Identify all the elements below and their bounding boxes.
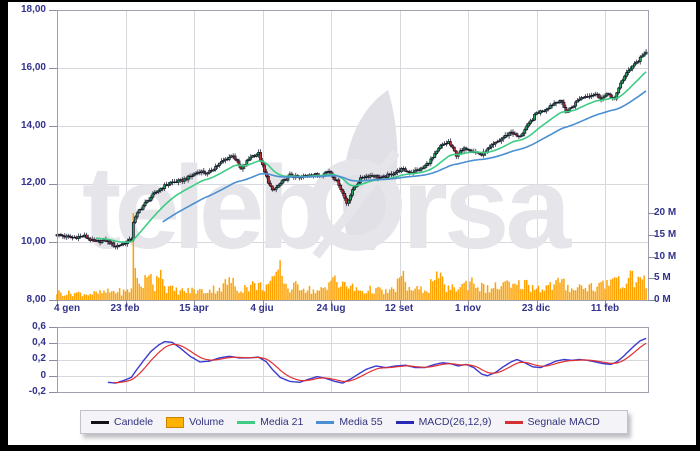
date-axis-label: 1 nov xyxy=(454,303,482,314)
volume-axis-label: 15 M xyxy=(654,229,677,240)
macd-axis-label: 0 xyxy=(40,370,46,381)
date-axis-label: 4 giu xyxy=(250,303,274,314)
media21-line-swatch xyxy=(237,420,256,424)
media55-line-swatch xyxy=(316,420,335,424)
macd-axis-label: 0,6 xyxy=(32,321,46,332)
volume-axis-label: 10 M xyxy=(654,251,677,262)
legend-label: Candele xyxy=(114,416,154,428)
price-axis-label: 16,00 xyxy=(20,62,46,73)
svg-text:rsa: rsa xyxy=(402,142,573,274)
legend-item-candele: Candele xyxy=(91,416,153,428)
date-axis-label: 15 apr xyxy=(179,303,209,314)
legend-item-media55: Media 55 xyxy=(316,416,383,428)
legend-label: Media 21 xyxy=(260,416,304,428)
price-axis-label: 12,00 xyxy=(20,177,46,188)
macd-axis-label: -0,2 xyxy=(28,386,46,397)
volume-box-swatch xyxy=(166,416,185,428)
date-axis-label: 23 feb xyxy=(110,303,140,314)
price-axis-label: 8,00 xyxy=(26,294,46,305)
macd-axis-label: 0,4 xyxy=(32,337,46,348)
legend-label: MACD(26,12,9) xyxy=(418,416,492,428)
price-axis-label: 10,00 xyxy=(20,236,46,247)
volume-axis-label: 20 M xyxy=(654,207,677,218)
price-axis-label: 14,00 xyxy=(20,120,46,131)
volume-axis-label: 5 M xyxy=(654,272,671,283)
segnale-macd-line-swatch xyxy=(504,420,523,424)
macd-line-swatch xyxy=(395,420,414,424)
chart-legend: Candele Volume Media 21 Media 55 MACD(26… xyxy=(80,410,628,434)
candele-line-swatch xyxy=(91,420,109,424)
date-axis-label: 12 set xyxy=(384,303,414,314)
frame-edge-top xyxy=(0,0,700,2)
macd-axis-label: 0,2 xyxy=(32,353,46,364)
volume-axis-label: 0 M xyxy=(654,294,671,305)
date-axis-label: 11 feb xyxy=(590,303,620,314)
legend-item-media21: Media 21 xyxy=(237,416,303,428)
date-axis-label: 4 gen xyxy=(53,303,81,314)
frame-edge-bottom xyxy=(0,445,700,451)
frame-edge-left xyxy=(0,0,8,451)
legend-item-segnale-macd: Segnale MACD xyxy=(504,416,600,428)
date-axis-label: 23 dic xyxy=(521,303,551,314)
date-axis-label: 24 lug xyxy=(316,303,346,314)
legend-label: Media 55 xyxy=(339,416,383,428)
legend-item-volume: Volume xyxy=(166,416,224,428)
legend-item-macd: MACD(26,12,9) xyxy=(395,416,492,428)
frame-edge-right xyxy=(696,0,700,451)
svg-text:teleb: teleb xyxy=(82,142,325,274)
legend-label: Volume xyxy=(189,416,225,428)
price-axis-label: 18,00 xyxy=(20,4,46,15)
legend-label: Segnale MACD xyxy=(527,416,600,428)
